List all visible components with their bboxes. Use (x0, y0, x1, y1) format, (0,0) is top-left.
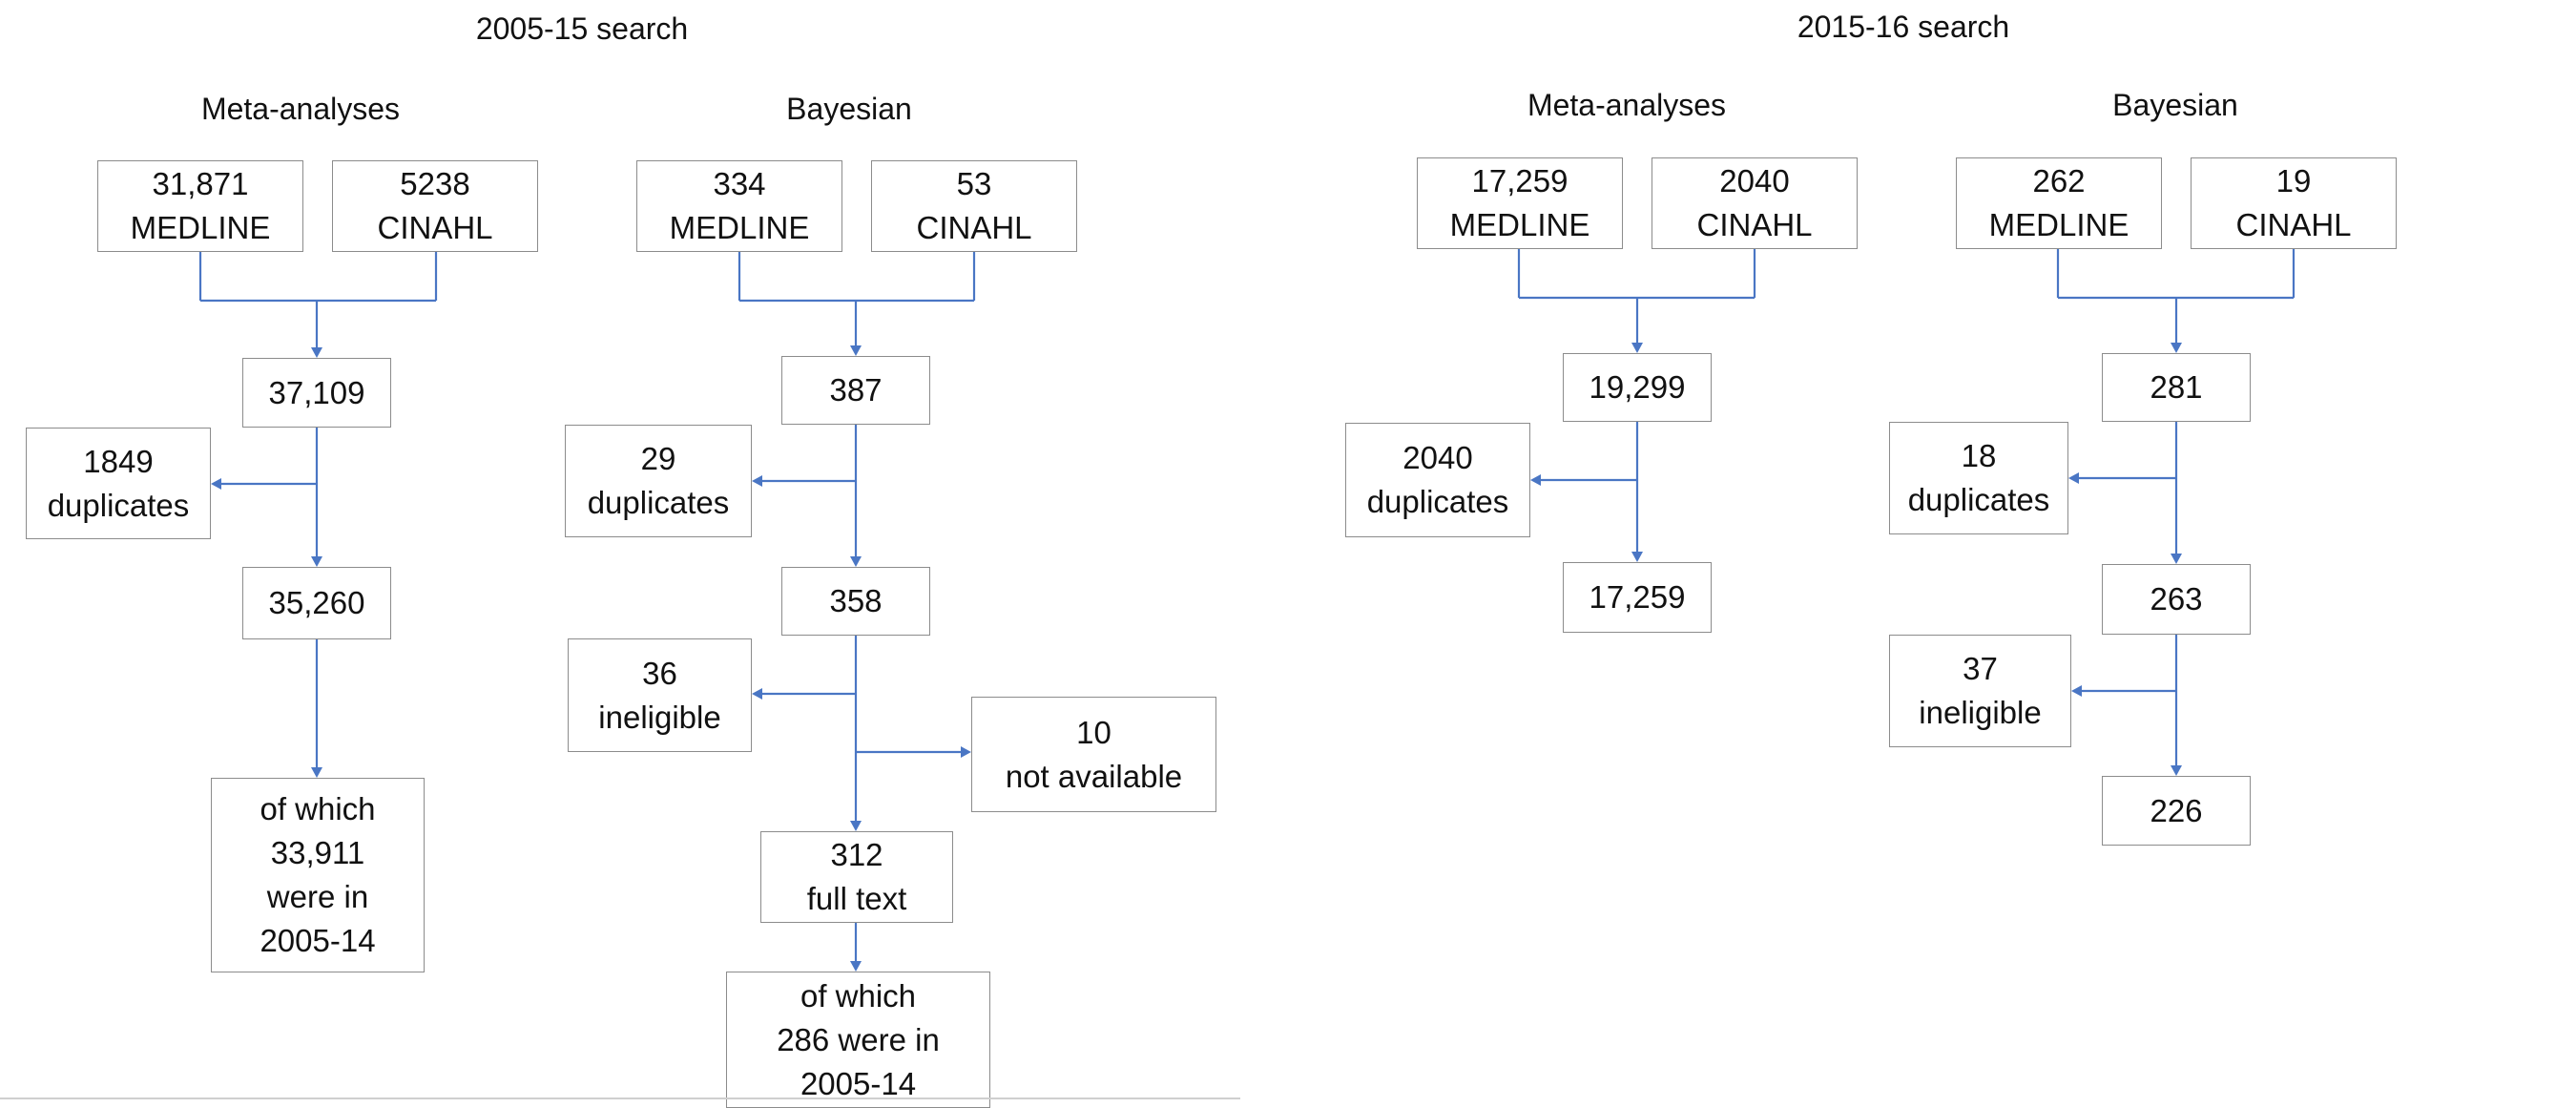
final-line-2: 286 were in (777, 1021, 940, 1057)
not-available-label: not available (1005, 758, 1183, 794)
duplicates-label: duplicates (1366, 484, 1509, 519)
cinahl-count: 5238 (400, 166, 470, 201)
cinahl-count: 53 (956, 166, 992, 201)
final-line-4: 2005-14 (260, 923, 376, 958)
cinahl-count-box: 53 CINAHL (871, 160, 1077, 252)
combined-total-box: 387 (781, 356, 930, 425)
final-count-box: 226 (2102, 776, 2251, 846)
column-heading-bayesian: Bayesian (786, 92, 912, 126)
medline-label: MEDLINE (669, 210, 810, 245)
full-text-count: 312 (830, 837, 883, 872)
final-count: 226 (2150, 792, 2203, 828)
full-text-label: full text (806, 881, 907, 916)
medline-count-box: 17,259 MEDLINE (1417, 157, 1623, 249)
medline-label: MEDLINE (130, 210, 271, 245)
column-heading-meta-analyses: Meta-analyses (200, 92, 401, 126)
after-duplicates-box: 358 (781, 567, 930, 636)
ineligible-count: 36 (642, 655, 677, 691)
medline-label: MEDLINE (1449, 207, 1590, 242)
final-line-3: 2005-14 (800, 1065, 917, 1101)
duplicates-label: duplicates (47, 487, 190, 523)
after-duplicates-count: 263 (2150, 581, 2203, 617)
final-line-1: of which (800, 977, 917, 1014)
cinahl-label: CINAHL (2235, 207, 2352, 242)
medline-count: 31,871 (152, 166, 249, 201)
medline-count-box: 334 MEDLINE (636, 160, 842, 252)
after-duplicates-count: 358 (829, 583, 883, 618)
duplicates-label: duplicates (587, 485, 730, 520)
bottom-divider (0, 1098, 1240, 1099)
ineligible-label: ineligible (1919, 695, 2042, 730)
medline-count: 334 (713, 166, 766, 201)
final-count-box: 17,259 (1563, 562, 1712, 633)
ineligible-box: 37 ineligible (1889, 635, 2071, 747)
ineligible-count: 37 (1963, 651, 1998, 686)
not-available-box: 10 not available (971, 697, 1216, 812)
medline-count: 17,259 (1471, 163, 1568, 199)
cinahl-count: 2040 (1719, 163, 1790, 199)
duplicates-count: 2040 (1402, 440, 1473, 475)
medline-count-box: 262 MEDLINE (1956, 157, 2162, 249)
cinahl-label: CINAHL (916, 210, 1032, 245)
combined-total: 281 (2150, 369, 2203, 405)
duplicates-count: 29 (640, 441, 676, 476)
medline-count-box: 31,871 MEDLINE (97, 160, 303, 252)
column-heading-bayesian: Bayesian (2112, 88, 2238, 122)
cinahl-count-box: 5238 CINAHL (332, 160, 538, 252)
ineligible-box: 36 ineligible (568, 638, 752, 752)
section-title-2015-16: 2015-16 search (1797, 10, 2010, 44)
not-available-count: 10 (1076, 714, 1111, 750)
cinahl-count-box: 19 CINAHL (2191, 157, 2397, 249)
final-line-3: were in (266, 879, 369, 914)
duplicates-box: 29 duplicates (565, 425, 752, 537)
full-text-box: 312 full text (760, 831, 953, 923)
cinahl-label: CINAHL (1696, 207, 1813, 242)
ineligible-label: ineligible (598, 699, 721, 735)
section-title-2005-15: 2005-15 search (475, 11, 689, 46)
combined-total-box: 281 (2102, 353, 2251, 422)
column-heading-meta-analyses: Meta-analyses (1527, 88, 1727, 122)
combined-total: 19,299 (1589, 369, 1686, 405)
cinahl-count: 19 (2275, 163, 2312, 199)
combined-total-box: 19,299 (1563, 353, 1712, 422)
final-count-box: of which 33,911 were in 2005-14 (211, 778, 425, 972)
duplicates-count: 1849 (83, 443, 154, 479)
cinahl-label: CINAHL (377, 210, 493, 245)
duplicates-box: 2040 duplicates (1345, 423, 1530, 537)
after-duplicates-box: 35,260 (242, 567, 391, 639)
medline-count: 262 (2032, 163, 2086, 199)
final-count-box: of which 286 were in 2005-14 (726, 972, 990, 1108)
medline-label: MEDLINE (1988, 207, 2129, 242)
after-duplicates-count: 35,260 (268, 585, 365, 620)
final-line-1: of which (260, 791, 376, 826)
combined-total: 37,109 (268, 374, 365, 410)
final-count: 17,259 (1589, 579, 1686, 615)
after-duplicates-box: 263 (2102, 564, 2251, 635)
duplicates-box: 1849 duplicates (26, 428, 211, 539)
final-line-2: 33,911 (270, 835, 365, 870)
duplicates-count: 18 (1961, 438, 1997, 473)
combined-total-box: 37,109 (242, 358, 391, 428)
combined-total: 387 (829, 372, 883, 408)
duplicates-label: duplicates (1907, 482, 2050, 517)
duplicates-box: 18 duplicates (1889, 422, 2068, 534)
cinahl-count-box: 2040 CINAHL (1652, 157, 1858, 249)
